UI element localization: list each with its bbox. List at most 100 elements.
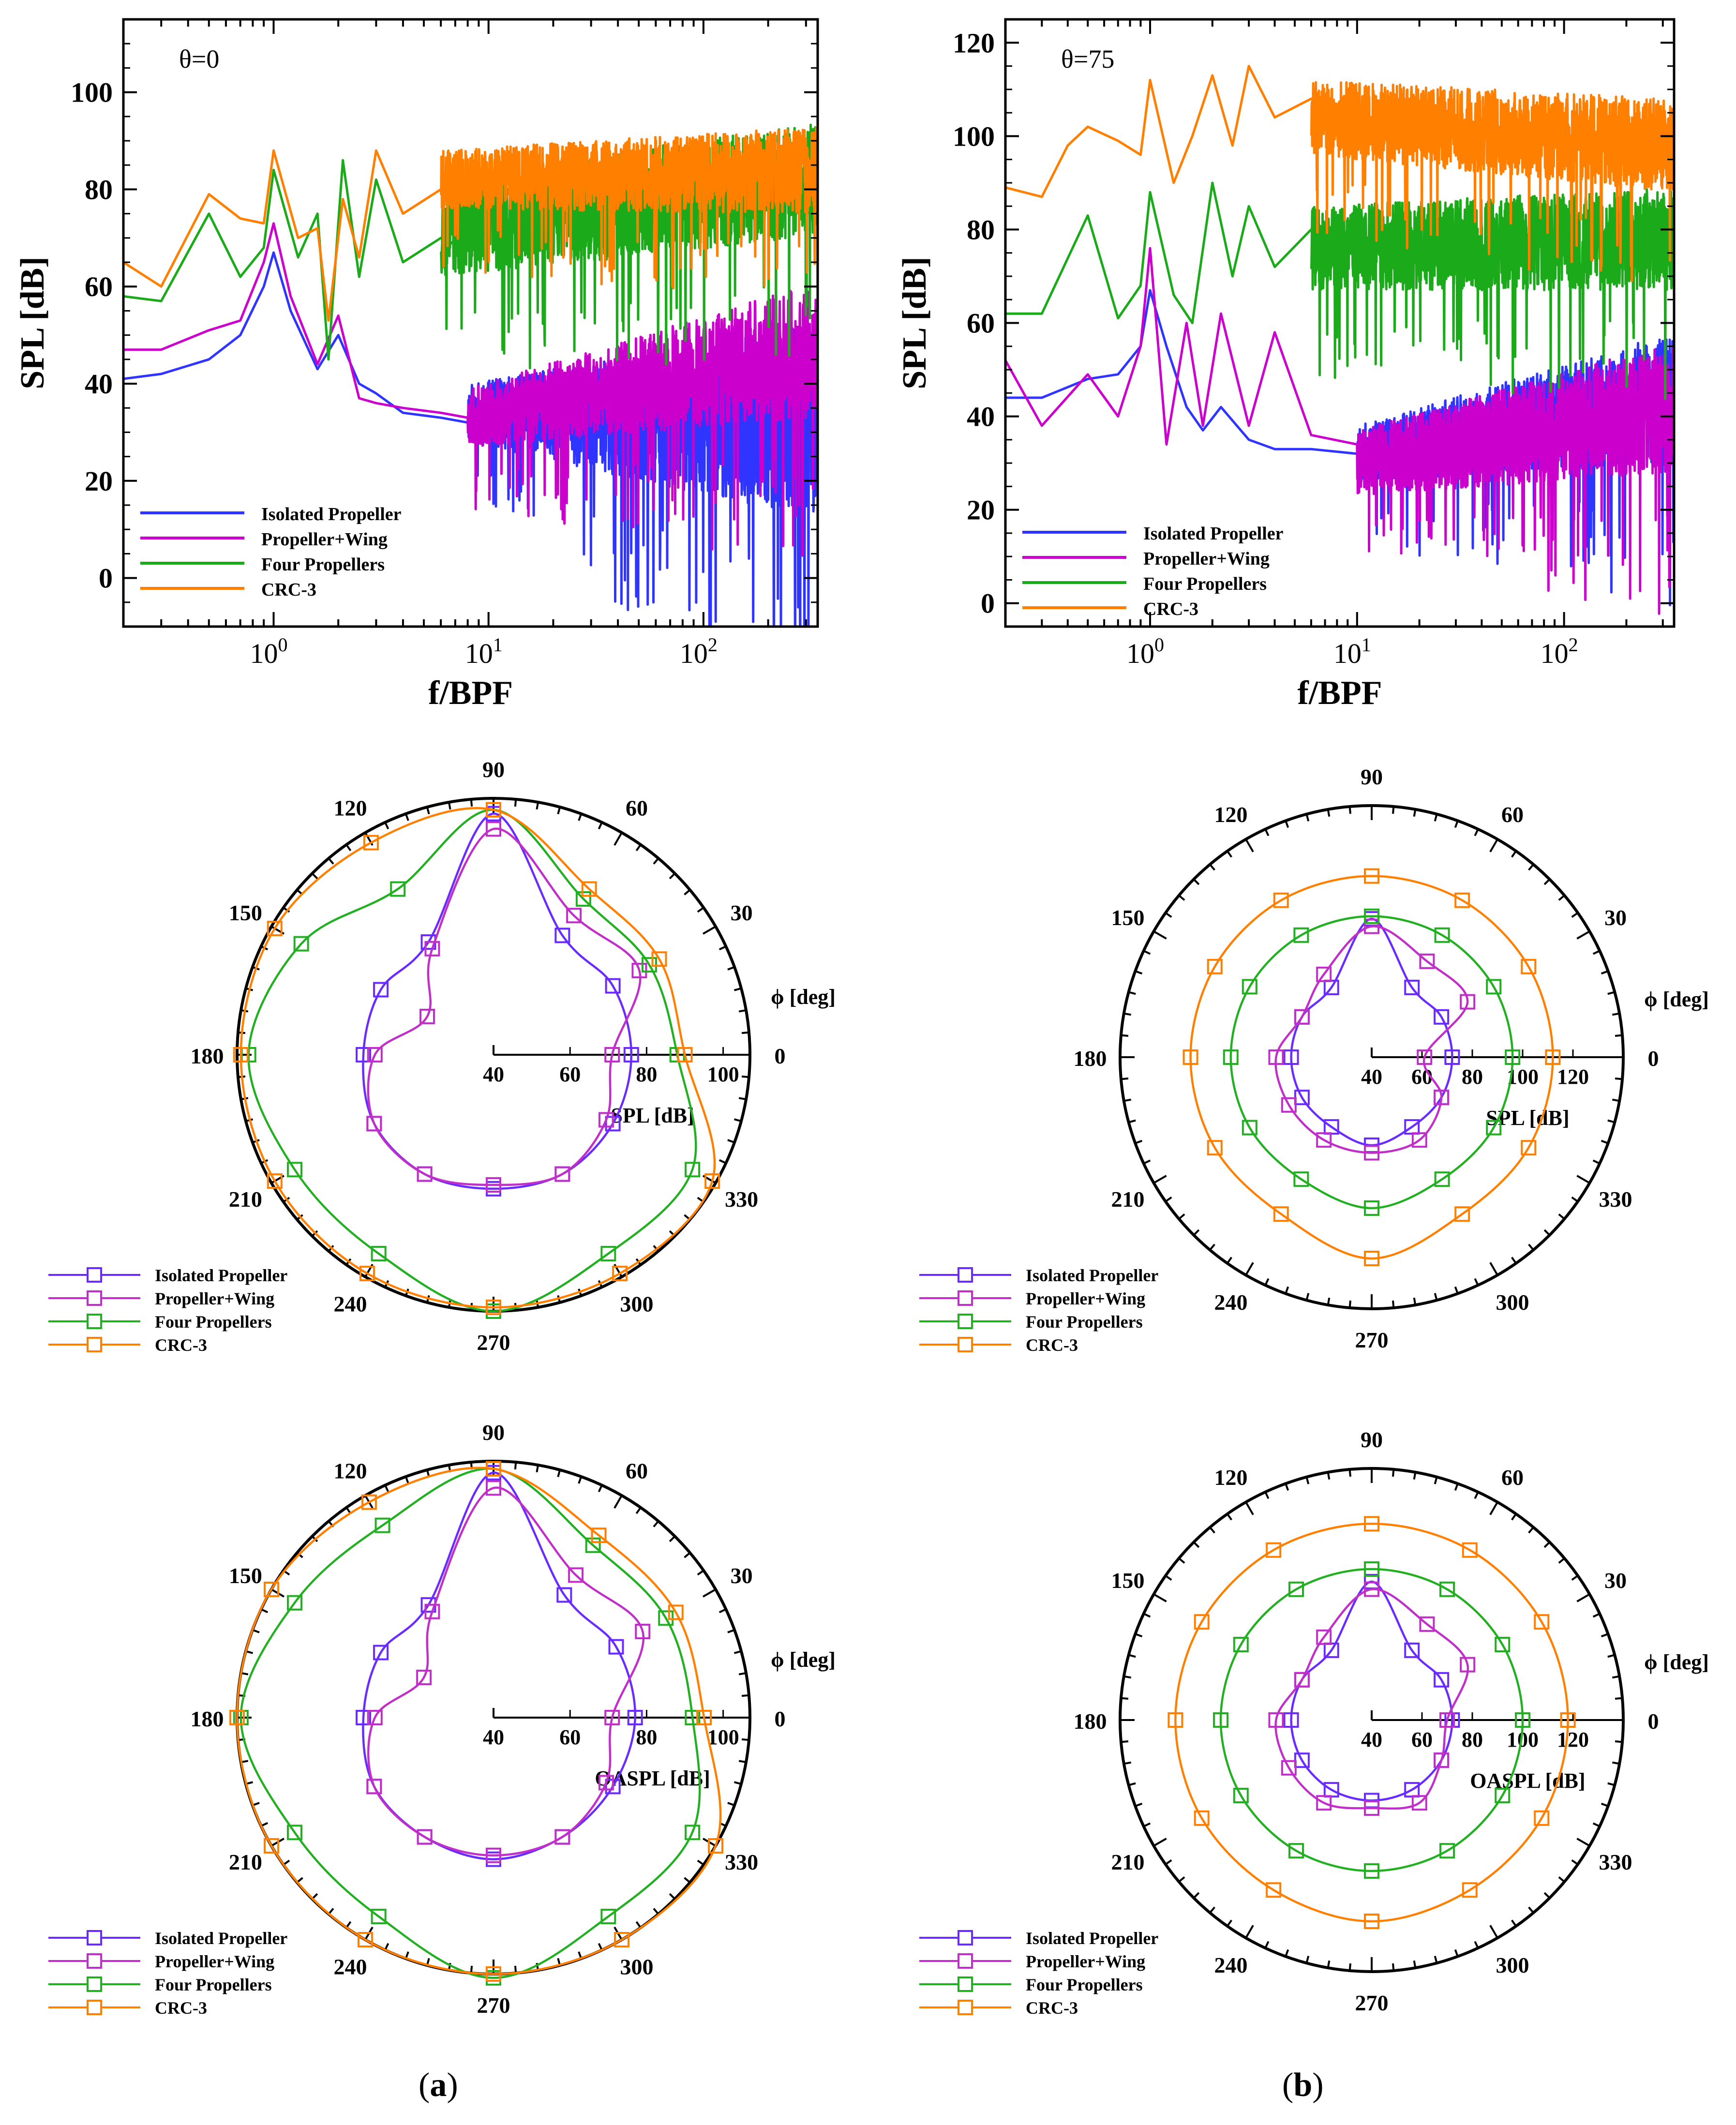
x-tick-label: 100 (250, 634, 287, 669)
caption-b-close: ) (1312, 2066, 1324, 2104)
polar-marker (363, 835, 379, 851)
polar-marker (416, 1669, 432, 1685)
angle-tick (614, 1495, 623, 1509)
legend-label: Four Propellers (1143, 574, 1267, 594)
angle-tick (1601, 970, 1609, 975)
angle-label: 300 (1496, 1290, 1529, 1315)
polar-spl-a: 0 30 60 90 120 150 180 210 240 270 300 330 40 60 80 100… (48, 757, 836, 1355)
radial-tick-label: 80 (1462, 1728, 1483, 1751)
angle-tick (1434, 814, 1438, 822)
polar-marker (1364, 1581, 1379, 1597)
angle-label: 300 (620, 1292, 654, 1317)
angle-tick (1474, 1491, 1479, 1499)
polar-marker (685, 1710, 701, 1725)
angle-tick (1612, 1012, 1620, 1016)
angle-label: 330 (1599, 1187, 1632, 1212)
legend-label: CRC-3 (155, 1998, 207, 2018)
polar-marker (373, 982, 389, 998)
angle-tick (1193, 878, 1200, 885)
polar-marker (373, 1645, 389, 1661)
polar-marker (1207, 1140, 1223, 1156)
polar-series-line (239, 807, 716, 1309)
polar-marker (417, 1829, 433, 1845)
polar-marker (1268, 1049, 1284, 1065)
polar-series-line (236, 1467, 722, 1975)
polar-marker (390, 881, 406, 897)
angle-label: 0 (775, 1706, 786, 1731)
legend-marker (958, 1290, 973, 1306)
polar-marker (1316, 966, 1332, 982)
caption-a-close: ) (447, 2066, 458, 2104)
angle-tick (697, 1570, 704, 1576)
polar-marker (1316, 1795, 1332, 1811)
radial-tick-label: 40 (1361, 1728, 1382, 1751)
angle-tick (1209, 1906, 1215, 1914)
angle-tick (635, 1921, 642, 1929)
angle-tick (1264, 1278, 1270, 1286)
angle-label: 300 (1496, 1953, 1529, 1977)
polar-marker (600, 1246, 616, 1262)
polar-marker (1182, 1049, 1198, 1065)
polar-marker (651, 951, 667, 967)
legend-marker (958, 2000, 973, 2015)
angle-tick (1245, 838, 1254, 853)
radial-axis-label: SPL [dB] (611, 1104, 694, 1127)
polar-marker (1233, 1788, 1249, 1803)
angle-tick (1305, 1293, 1310, 1301)
legend-marker (958, 1314, 973, 1329)
angle-label: 180 (1074, 1046, 1107, 1071)
angle-tick (1434, 1293, 1438, 1301)
angle-tick (1143, 950, 1151, 955)
polar-marker (486, 1480, 501, 1496)
series-line (1005, 65, 1674, 283)
angle-tick (1528, 1243, 1534, 1251)
angle-tick (328, 857, 334, 865)
angle-tick (1592, 1159, 1601, 1165)
x-tick-label: 101 (465, 634, 503, 669)
angle-tick (1615, 1034, 1623, 1037)
radial-tick-label: 120 (1557, 1065, 1589, 1089)
legend-label: Propeller+Wing (1026, 1952, 1145, 1971)
y-tick-label: 60 (967, 308, 995, 339)
polar-marker (707, 1838, 723, 1854)
angle-tick (1607, 991, 1615, 995)
polar-marker (233, 1047, 249, 1062)
legend-label: Isolated Propeller (261, 504, 402, 524)
angle-tick (684, 1877, 691, 1884)
angle-tick (1135, 1139, 1143, 1144)
theta-annotation: θ=75 (1061, 45, 1114, 74)
y-tick-label: 80 (967, 214, 995, 245)
angle-tick (697, 907, 704, 913)
polar-marker (1404, 979, 1420, 995)
angle-tick (1121, 1697, 1129, 1700)
angle-tick (1558, 1557, 1565, 1564)
polar-marker (366, 1116, 382, 1132)
angle-tick (1193, 1892, 1200, 1899)
polar-marker (1316, 1629, 1332, 1645)
angle-tick (653, 857, 659, 865)
angle-tick (1143, 1159, 1151, 1165)
angle-label: 210 (1111, 1850, 1144, 1874)
angle-tick (1245, 1262, 1254, 1276)
angle-tick (738, 1760, 747, 1764)
polar-marker (1404, 1642, 1420, 1658)
legend-marker (958, 1337, 973, 1352)
legend-marker (87, 1337, 102, 1352)
legend-marker (87, 2000, 102, 2015)
angle-tick (1612, 1675, 1620, 1679)
angle-tick (653, 1520, 659, 1527)
caption-b-open: ( (1282, 2066, 1294, 2104)
polar-marker (604, 1047, 620, 1062)
angle-tick (1143, 1822, 1151, 1827)
polar-marker (1273, 892, 1289, 908)
angle-tick (1528, 1526, 1534, 1534)
polar-marker (293, 936, 309, 952)
angle-tick (614, 832, 623, 846)
polar-marker (627, 1710, 643, 1725)
polar-marker (1242, 1120, 1257, 1136)
polar-marker (585, 1537, 601, 1553)
radial-tick-label: 60 (559, 1062, 581, 1086)
series-line (123, 222, 818, 557)
polar-series-line (1274, 925, 1469, 1154)
legend-marker (958, 1953, 973, 1969)
